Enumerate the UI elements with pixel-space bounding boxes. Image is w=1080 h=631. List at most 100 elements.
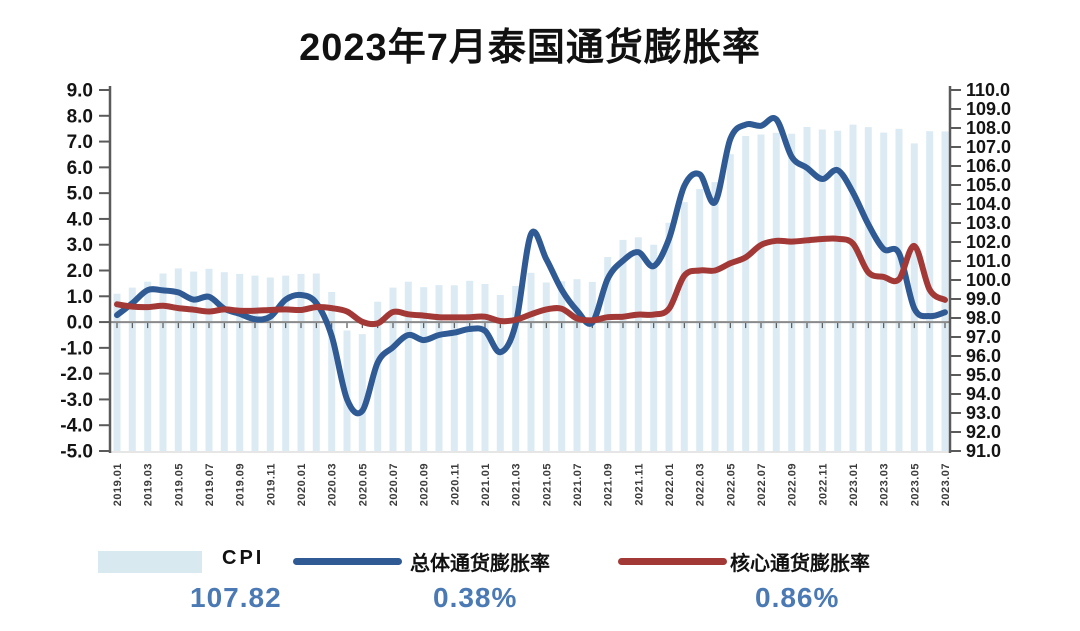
cpi-bar [374,301,382,451]
x-axis-tick-label: 2019.03 [143,463,155,506]
cpi-bar [604,257,612,451]
right-axis-tick-label: 91.0 [966,441,1001,461]
headline-inflation-line [114,115,948,417]
cpi-bar [113,293,121,451]
right-axis-tick-label: 106.0 [966,156,1011,176]
cpi-bar [496,295,504,451]
legend-swatch-core-line [618,558,727,565]
cpi-bar [450,285,458,451]
x-axis-tick-label: 2021.05 [541,463,553,506]
cpi-bar [404,281,412,451]
x-axis-tick-label: 2020.09 [419,463,431,506]
x-axis-tick-label: 2020.05 [357,463,369,506]
right-axis-tick-label: 97.0 [966,327,1001,347]
x-axis-tick-label: 2019.05 [173,463,185,506]
cpi-bar [527,272,535,451]
x-axis-tick-label: 2021.03 [511,463,523,506]
legend-label-core: 核心通货膨胀率 [730,553,870,575]
left-axis-tick-label: 8.0 [67,106,93,127]
cpi-bar [128,287,136,451]
x-axis-tick-label: 2020.01 [296,463,308,506]
chart-title: 2023年7月泰国通货膨胀率 [299,27,761,69]
left-axis-tick-label: -2.0 [60,364,93,385]
x-axis-tick-label: 2020.03 [327,463,339,506]
left-axis-tick-label: 6.0 [67,158,93,179]
cpi-bar [650,244,658,451]
cpi-bar [558,281,566,451]
cpi-bar [481,284,489,451]
left-axis-tick-label: -4.0 [60,416,93,437]
x-axis-tick-label: 2022.07 [756,463,768,506]
cpi-bar [205,268,213,451]
cpi-bar [282,275,290,451]
x-axis-tick-label: 2019.11 [265,463,277,506]
left-axis-tick-label: -5.0 [60,442,93,463]
cpi-bar [190,271,198,451]
cpi-bar [895,128,903,452]
cpi-bar [788,133,796,451]
right-axis-tick-label: 110.0 [966,80,1010,100]
left-axis-tick-label: -3.0 [60,390,93,411]
cpi-bar [312,273,320,451]
x-axis-tick-label: 2022.05 [725,463,737,506]
core-inflation-line [114,235,948,328]
core-latest-value: 0.86% [755,582,840,613]
right-axis-tick-label: 105.0 [966,175,1011,195]
cpi-bar [297,273,305,451]
cpi-latest-value: 107.82 [190,582,282,613]
cpi-bar [711,182,719,451]
inflation-chart: 9.0 8.0 7.0 6.0 5.0 4.0 3.0 2.0 1.0 0.0 -1.0 -2.0 -3… [60,80,1011,506]
left-axis-tick-label: 2.0 [67,261,93,282]
cpi-bar [328,292,336,451]
right-axis: 110.0109.0108.0107.0106.0105.0104.0103.0… [948,80,1011,461]
cpi-bar [665,222,673,451]
cpi-bar [588,281,596,451]
right-axis-tick-label: 107.0 [966,137,1011,157]
cpi-bar [573,279,581,451]
x-axis-tick-label: 2023.01 [848,463,860,506]
cpi-bar [159,273,167,451]
cpi-bar [619,239,627,451]
left-axis-tick-label: 0.0 [67,313,93,334]
right-axis-tick-label: 98.0 [966,308,1001,328]
x-axis-tick-label: 2022.09 [787,463,799,506]
right-axis-tick-label: 101.0 [966,251,1011,271]
x-axis-tick-label: 2019.09 [235,463,247,506]
cpi-bar [864,127,872,451]
right-axis-tick-label: 108.0 [966,118,1011,138]
x-axis-labels: 2019.01 2019.03 2019.05 2019.07 2019.09 2019.… [112,463,952,506]
cpi-bar [757,134,765,451]
x-axis-tick-label: 2021.11 [633,463,645,506]
left-axis-tick-label: 4.0 [67,209,93,230]
right-axis-tick-label: 93.0 [966,403,1001,423]
right-axis-tick-label: 102.0 [966,232,1011,252]
cpi-bar [634,237,642,452]
cpi-bar [435,285,443,451]
right-axis-tick-label: 99.0 [966,289,1001,309]
right-axis-tick-label: 100.0 [966,270,1011,290]
x-axis-tick-label: 2022.01 [664,463,676,506]
cpi-bar [818,129,826,451]
cpi-bar [466,280,474,451]
legend-label-cpi: CPI [222,547,265,569]
right-axis-tick-label: 96.0 [966,346,1001,366]
x-axis-tick-label: 2022.03 [695,463,707,506]
x-axis-tick-label: 2023.07 [940,463,952,506]
cpi-bar [389,287,397,451]
x-axis-tick-label: 2019.01 [112,463,124,506]
legend-label-headline: 总体通货膨胀率 [410,553,550,575]
left-axis: 9.0 8.0 7.0 6.0 5.0 4.0 3.0 2.0 1.0 0.0 -1.0 -2.0 -3… [60,81,112,463]
cpi-bar [512,285,520,451]
cpi-bar [726,154,734,451]
x-axis-tick-label: 2020.11 [449,463,461,506]
right-axis-tick-label: 92.0 [966,422,1001,442]
left-axis-tick-label: 1.0 [67,287,93,308]
cpi-bar [772,132,780,452]
cpi-bar [220,272,228,451]
cpi-bar [880,132,888,451]
cpi-bar [941,131,949,451]
left-axis-tick-label: -1.0 [60,338,93,359]
x-axis-tick-label: 2023.05 [909,463,921,506]
cpi-bar [174,268,182,451]
